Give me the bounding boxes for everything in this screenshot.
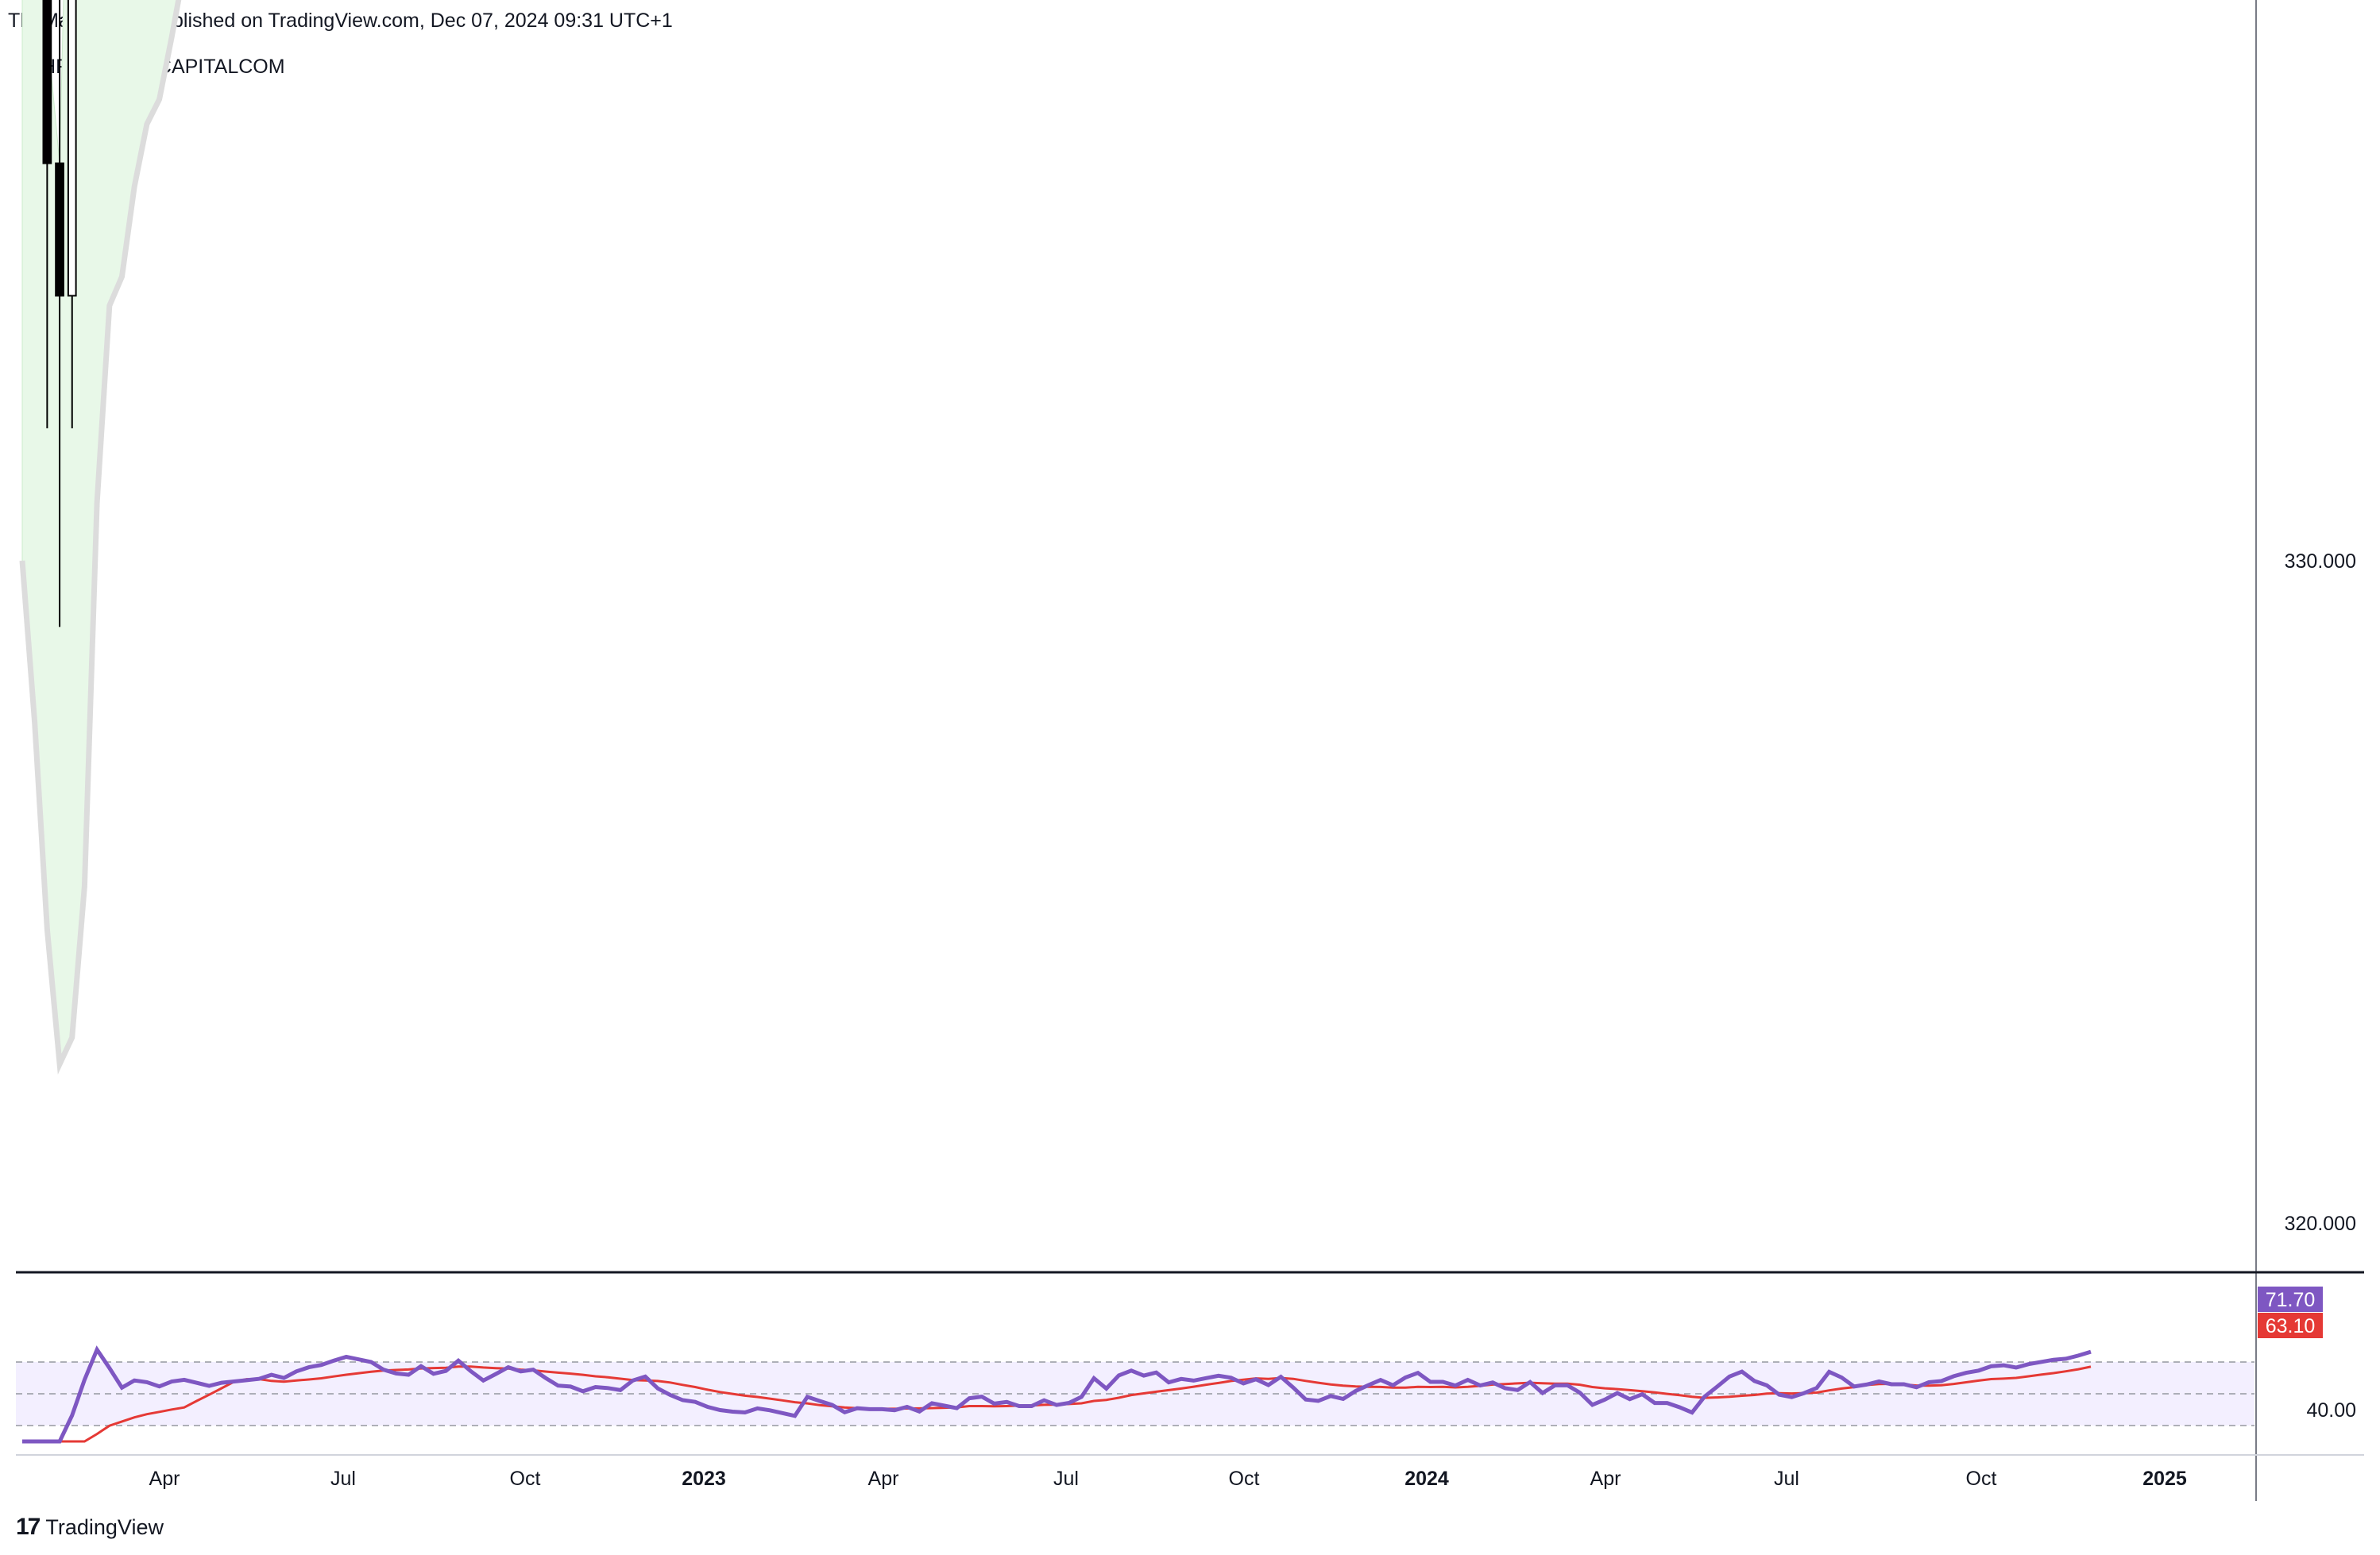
rsi-pane: 40.00 71.70 63.10 <box>16 1287 2356 1444</box>
x-tick-label: Oct <box>1229 1468 1260 1490</box>
tradingview-logo-icon: 17 <box>16 1514 41 1540</box>
moving-average-line <box>19 0 182 1075</box>
brand-name: TradingView <box>45 1514 164 1539</box>
moving-average-band <box>21 0 180 1066</box>
rsi-line <box>22 1345 2092 1444</box>
x-tick-label: Apr <box>868 1468 899 1490</box>
rsi-value-text: 71.70 <box>2266 1289 2316 1311</box>
candle <box>42 0 52 429</box>
x-tick-label: Jul <box>1053 1468 1079 1490</box>
y-tick-label: 320.000 <box>2285 1213 2356 1235</box>
rsi-y-tick: 40.00 <box>2306 1399 2356 1422</box>
candles <box>42 0 77 627</box>
rsi-value-label: 63.10 <box>2258 1313 2323 1338</box>
x-tick-label: 2023 <box>682 1468 726 1490</box>
candle <box>55 0 64 627</box>
rsi-value-text: 63.10 <box>2266 1315 2316 1337</box>
x-tick-label: Oct <box>510 1468 541 1490</box>
x-tick-label: Jul <box>1774 1468 1799 1490</box>
candle-body <box>55 162 64 297</box>
candle-body <box>67 0 77 297</box>
rsi-value-label: 71.70 <box>2258 1287 2323 1312</box>
rsi-value-box <box>2258 1313 2323 1338</box>
rsi-value-box <box>2258 1287 2323 1312</box>
x-tick-label: Apr <box>149 1468 180 1490</box>
x-tick-label: 2025 <box>2142 1468 2187 1490</box>
candle <box>67 0 77 429</box>
y-tick-label: 330.000 <box>2285 550 2356 573</box>
footer-brand: 17 TradingView <box>16 1514 164 1541</box>
x-tick-label: 2024 <box>1404 1468 1449 1490</box>
candle-body <box>42 0 52 164</box>
x-tick-label: Oct <box>1966 1468 1997 1490</box>
x-tick-label: Jul <box>330 1468 356 1490</box>
x-tick-label: Apr <box>1590 1468 1621 1490</box>
